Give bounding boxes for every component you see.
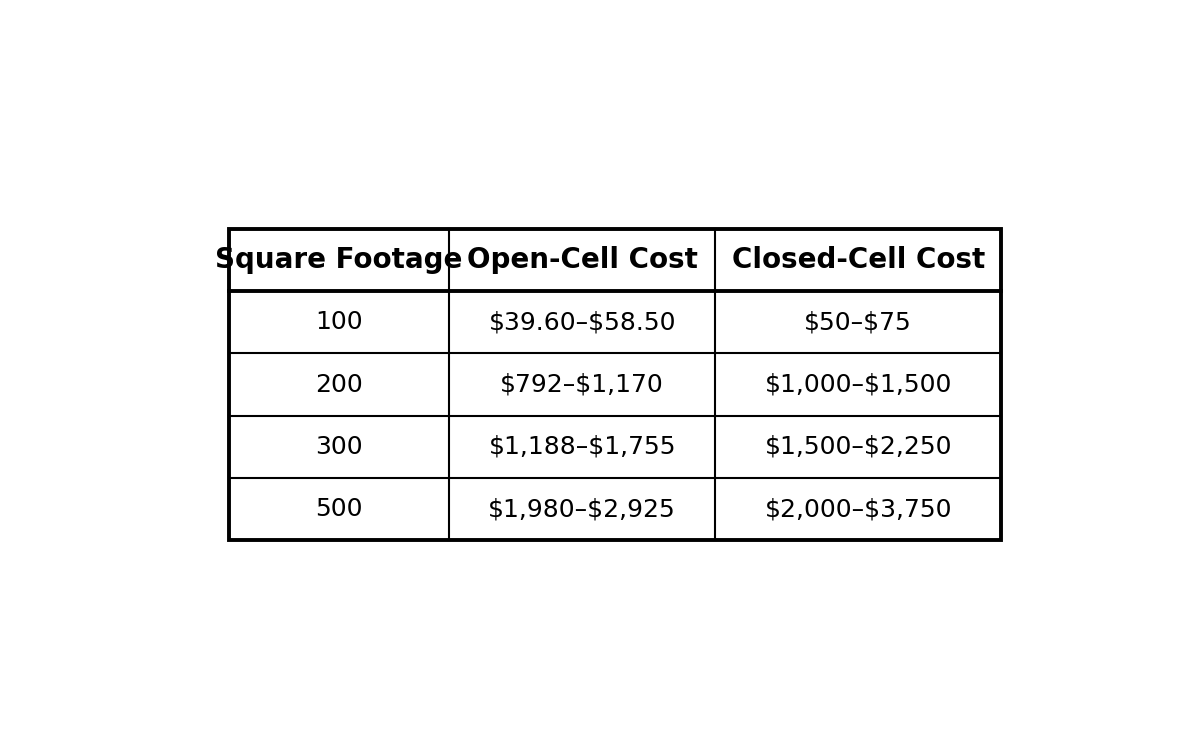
Text: 100: 100 <box>316 310 362 334</box>
Text: \$792–\$1,170: \$792–\$1,170 <box>500 373 664 397</box>
Text: \$2,000–\$3,750: \$2,000–\$3,750 <box>764 497 952 521</box>
Text: \$39.60–\$58.50: \$39.60–\$58.50 <box>488 310 676 334</box>
Text: Square Footage: Square Footage <box>215 246 463 274</box>
Bar <box>229 229 1001 541</box>
Text: Closed-Cell Cost: Closed-Cell Cost <box>732 246 985 274</box>
Text: 500: 500 <box>316 497 362 521</box>
Text: \$1,000–\$1,500: \$1,000–\$1,500 <box>764 373 952 397</box>
Text: \$1,980–\$2,925: \$1,980–\$2,925 <box>488 497 676 521</box>
Text: \$1,500–\$2,250: \$1,500–\$2,250 <box>764 435 952 459</box>
Text: 300: 300 <box>316 435 362 459</box>
Text: \$1,188–\$1,755: \$1,188–\$1,755 <box>488 435 676 459</box>
Text: \$50–\$75: \$50–\$75 <box>804 310 912 334</box>
Text: 200: 200 <box>316 373 362 397</box>
Text: Open-Cell Cost: Open-Cell Cost <box>467 246 697 274</box>
